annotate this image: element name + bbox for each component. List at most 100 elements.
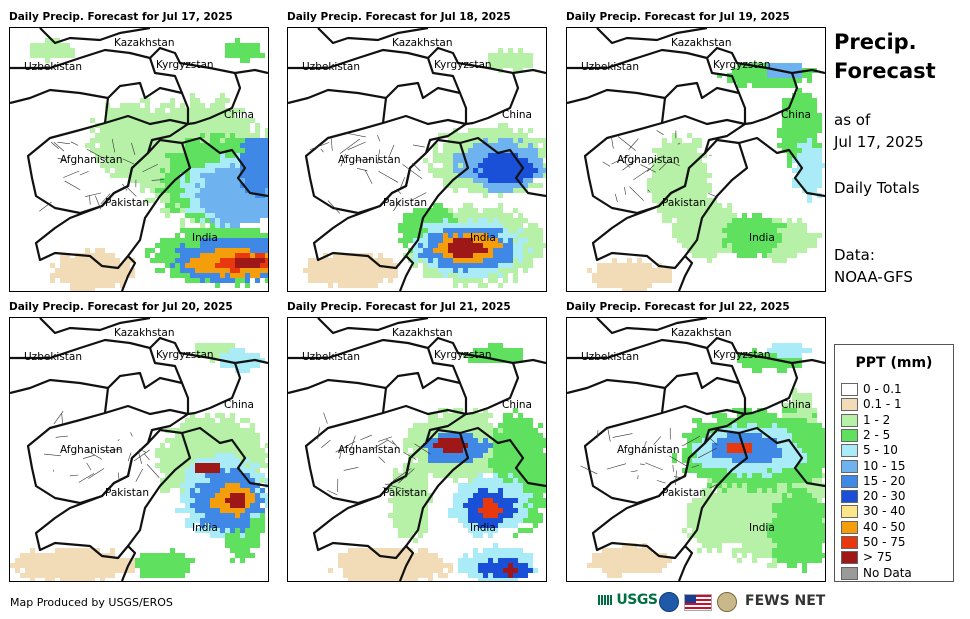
data-source-value: NOAA-GFS — [834, 268, 913, 286]
legend-title: PPT (mm) — [855, 355, 933, 371]
usgs-logo: USGS — [598, 592, 658, 608]
map-label-china: China — [502, 109, 532, 121]
province-borders — [43, 410, 160, 483]
map-label-pakistan: Pakistan — [105, 197, 149, 209]
map-label-china: China — [502, 399, 532, 411]
country-border — [660, 81, 747, 124]
map-label-india: India — [470, 232, 496, 244]
map-label-kyrgyzstan: Kyrgyzstan — [713, 59, 771, 71]
country-border — [39, 28, 151, 45]
map-label-pakistan: Pakistan — [662, 197, 706, 209]
map-panel-5: Kazakhstan Uzbekistan Kyrgyzstan China Afgha… — [287, 317, 547, 582]
country-border — [596, 318, 708, 335]
country-border — [317, 318, 429, 335]
panel-title-1: Daily Precip. Forecast for Jul 17, 2025 — [9, 11, 233, 23]
map-label-india: India — [192, 232, 218, 244]
province-borders — [309, 132, 427, 214]
country-border — [705, 347, 741, 384]
map-label-pakistan: Pakistan — [383, 197, 427, 209]
country-border — [583, 114, 747, 215]
legend-swatch — [841, 398, 858, 412]
country-border — [660, 371, 747, 414]
country-border — [398, 545, 415, 581]
map-label-china: China — [224, 109, 254, 121]
country-border — [677, 545, 694, 581]
as-of-value: Jul 17, 2025 — [834, 133, 924, 151]
country-border — [187, 72, 242, 126]
daily-totals-label: Daily Totals — [834, 179, 920, 197]
map-label-kazakhstan: Kazakhstan — [671, 37, 732, 49]
country-border — [426, 347, 462, 384]
country-border — [39, 318, 151, 335]
map-label-china: China — [781, 109, 811, 121]
country-border — [26, 404, 190, 505]
country-border — [744, 362, 799, 416]
map-label-uzbekistan: Uzbekistan — [302, 351, 360, 363]
province-borders — [602, 130, 719, 203]
map-label-afghanistan: Afghanistan — [60, 154, 123, 166]
country-border — [583, 404, 747, 505]
map-label-india: India — [192, 522, 218, 534]
precip-field — [587, 343, 825, 578]
legend-label: 40 - 50 — [863, 519, 906, 534]
title-line-1: Precip. — [834, 30, 917, 54]
as-of-label: as of — [834, 111, 871, 129]
legend-label: 0.1 - 1 — [863, 397, 902, 412]
map-panel-2: Kazakhstan Uzbekistan Kyrgyzstan China Afgha… — [287, 27, 547, 292]
us-flag-icon — [684, 594, 712, 611]
map-svg: Kazakhstan Uzbekistan Kyrgyzstan China Afgha… — [288, 318, 546, 581]
map-svg: Kazakhstan Uzbekistan Kyrgyzstan China Afgha… — [288, 28, 546, 291]
usgs-logo-text: USGS — [616, 592, 658, 608]
panel-title-4: Daily Precip. Forecast for Jul 20, 2025 — [9, 301, 233, 313]
province-borders — [39, 138, 164, 212]
legend-swatch — [841, 444, 858, 458]
map-svg: Kazakhstan Uzbekistan Kyrgyzstan China Afgha… — [567, 318, 825, 581]
country-border — [465, 362, 520, 416]
map-label-china: China — [781, 399, 811, 411]
map-panel-3: Kazakhstan Uzbekistan Kyrgyzstan China Afgha… — [566, 27, 826, 292]
country-border — [398, 255, 415, 291]
country-border — [317, 28, 429, 45]
country-border — [103, 371, 190, 414]
legend-label: 0 - 0.1 — [863, 382, 902, 396]
map-label-kyrgyzstan: Kyrgyzstan — [434, 349, 492, 361]
country-border — [591, 428, 749, 560]
map-label-kyrgyzstan: Kyrgyzstan — [434, 59, 492, 71]
map-label-kazakhstan: Kazakhstan — [114, 37, 175, 49]
country-border — [426, 57, 462, 94]
usaid-seal-icon — [717, 592, 737, 612]
legend-swatch — [841, 428, 858, 442]
map-label-china: China — [224, 399, 254, 411]
country-border — [381, 81, 468, 124]
legend-swatch — [841, 413, 858, 427]
country-border — [738, 136, 825, 198]
legend-label: 1 - 2 — [863, 412, 891, 427]
country-border — [181, 426, 268, 488]
country-border — [26, 114, 190, 215]
precip-field — [587, 63, 825, 291]
map-label-kyrgyzstan: Kyrgyzstan — [713, 349, 771, 361]
map-label-afghanistan: Afghanistan — [338, 154, 401, 166]
country-border — [459, 426, 546, 488]
forecast-title: Precip. Forecast — [834, 28, 954, 86]
legend-swatch — [841, 520, 858, 534]
legend-swatch — [841, 474, 858, 488]
legend-swatch — [841, 490, 858, 504]
data-source: Data: NOAA-GFS — [834, 244, 913, 288]
province-borders — [317, 412, 431, 496]
panel-title-3: Daily Precip. Forecast for Jul 19, 2025 — [566, 11, 790, 23]
country-border — [567, 88, 666, 105]
map-svg: Kazakhstan Uzbekistan Kyrgyzstan China Afgha… — [10, 28, 268, 291]
legend-label: 5 - 10 — [863, 443, 898, 458]
panel-title-5: Daily Precip. Forecast for Jul 21, 2025 — [287, 301, 511, 313]
country-border — [34, 138, 192, 270]
province-borders — [580, 427, 721, 489]
title-line-2: Forecast — [834, 59, 936, 83]
country-border — [744, 72, 799, 126]
legend-swatch — [841, 505, 858, 519]
country-border — [288, 378, 387, 395]
country-border — [591, 138, 749, 270]
map-svg: Kazakhstan Uzbekistan Kyrgyzstan China Afgha… — [567, 28, 825, 291]
map-label-kyrgyzstan: Kyrgyzstan — [156, 59, 214, 71]
